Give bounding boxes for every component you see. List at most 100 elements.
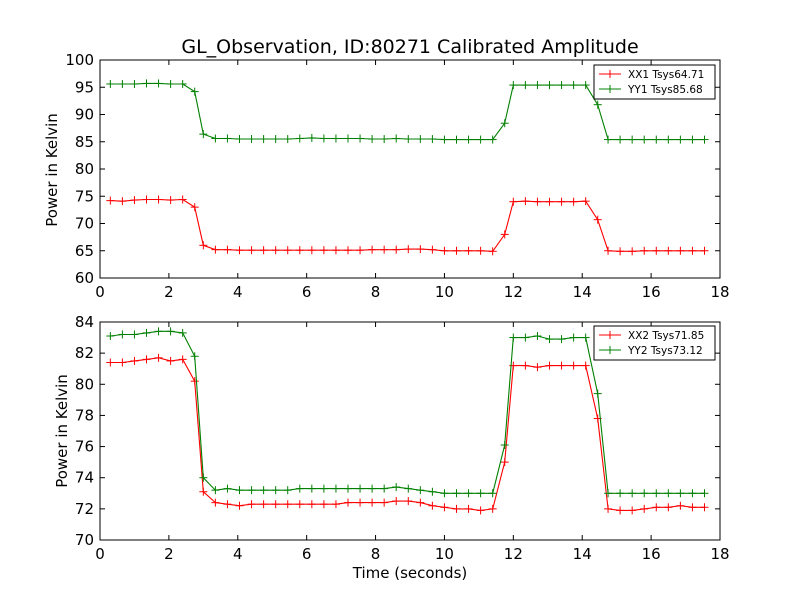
top-panel: 0 2 4 6 8 10 12 14 16 18 60 65 70 75 80 85 90 95 100 XX1 Ts… [65, 51, 729, 301]
data-point [581, 361, 590, 370]
data-point [271, 500, 280, 509]
legend-item: XX2 Tsys71.85 [599, 330, 704, 342]
data-point [428, 487, 437, 496]
data-point [283, 500, 292, 509]
x-tick-label: 10 [435, 545, 454, 563]
x-tick-label: 8 [371, 545, 381, 563]
series-line [110, 198, 705, 252]
data-point [319, 484, 328, 493]
data-point [154, 353, 163, 362]
data-point [628, 489, 637, 498]
data-point [616, 247, 625, 256]
data-point [368, 135, 377, 144]
y-tick-label: 84 [75, 313, 94, 331]
data-point [464, 135, 473, 144]
x-tick-label: 2 [164, 283, 174, 301]
data-point [319, 500, 328, 509]
data-point [392, 134, 401, 143]
x-tick-label: 16 [642, 283, 661, 301]
data-point [557, 197, 566, 206]
data-point [616, 135, 625, 144]
data-point [604, 504, 613, 513]
data-point [118, 358, 127, 367]
data-point [664, 246, 673, 255]
data-point [283, 486, 292, 495]
data-point [688, 135, 697, 144]
data-point [380, 498, 389, 507]
data-point [178, 355, 187, 364]
data-point [199, 487, 208, 496]
data-point [604, 489, 613, 498]
data-point [593, 389, 602, 398]
data-point [676, 501, 685, 510]
data-point [259, 246, 268, 255]
data-point [166, 196, 175, 205]
y-tick-label: 76 [75, 438, 94, 456]
data-point [688, 503, 697, 512]
data-point [331, 246, 340, 255]
data-point [331, 484, 340, 493]
data-point [557, 81, 566, 90]
data-point [235, 501, 244, 510]
data-point [652, 246, 661, 255]
data-point [476, 246, 485, 255]
data-point [509, 333, 518, 342]
data-point [235, 246, 244, 255]
data-point [211, 486, 220, 495]
data-point [676, 489, 685, 498]
data-point [166, 79, 175, 88]
data-point [295, 134, 304, 143]
data-point [416, 245, 425, 254]
data-point [356, 134, 365, 143]
data-point [700, 503, 709, 512]
legend-item: YY1 Tsys85.68 [599, 84, 703, 96]
x-tick-label: 0 [95, 545, 105, 563]
data-point [259, 135, 268, 144]
data-point [616, 506, 625, 515]
data-point [235, 135, 244, 144]
y-tick-label: 85 [75, 133, 94, 151]
chart-title: GL_Observation, ID:80271 Calibrated Ampl… [181, 36, 638, 58]
data-point [593, 100, 602, 109]
data-point [521, 197, 530, 206]
data-point [130, 196, 139, 205]
data-point [404, 484, 413, 493]
data-point [452, 135, 461, 144]
data-point [331, 134, 340, 143]
x-tick-label: 16 [642, 545, 661, 563]
data-point [476, 135, 485, 144]
data-point [500, 441, 509, 450]
data-point [178, 328, 187, 337]
data-point [392, 497, 401, 506]
data-point [581, 197, 590, 206]
data-point [464, 246, 473, 255]
data-point [545, 197, 554, 206]
bottom-y-axis-label: Power in Kelvin [53, 374, 71, 488]
data-point [500, 119, 509, 128]
data-point [142, 195, 151, 204]
legend-label: XX2 Tsys71.85 [628, 330, 704, 342]
data-point [569, 361, 578, 370]
series-line [110, 357, 705, 511]
data-point [628, 247, 637, 256]
data-point [604, 246, 613, 255]
x-tick-label: 14 [573, 283, 592, 301]
data-point [142, 328, 151, 337]
x-axis-label: Time (seconds) [352, 564, 468, 582]
data-point [452, 504, 461, 513]
data-point [533, 197, 542, 206]
data-point [368, 498, 377, 507]
data-point [545, 335, 554, 344]
legend-label: XX1 Tsys64.71 [628, 69, 704, 81]
data-point [380, 135, 389, 144]
data-point [199, 241, 208, 250]
data-point [488, 504, 497, 513]
y-tick-label: 65 [75, 242, 94, 260]
data-point [211, 245, 220, 254]
data-point [452, 489, 461, 498]
data-point [640, 246, 649, 255]
data-point [319, 134, 328, 143]
y-tick-label: 70 [75, 215, 94, 233]
data-point [118, 79, 127, 88]
